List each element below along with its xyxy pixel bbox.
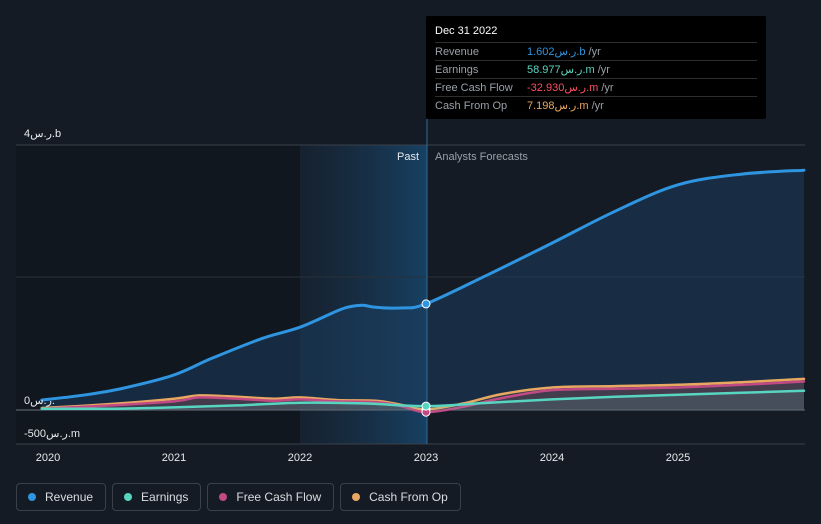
earnings-area bbox=[41, 390, 804, 410]
tooltip-value-free-cash-flow: -32.930ر.س.m bbox=[527, 82, 599, 94]
legend-item-earnings[interactable]: Earnings bbox=[112, 483, 202, 511]
legend-label: Earnings bbox=[141, 490, 189, 504]
legend: Revenue Earnings Free Cash Flow Cash Fro… bbox=[16, 483, 461, 511]
tooltip-unit: /yr bbox=[588, 45, 601, 58]
legend-label: Revenue bbox=[45, 490, 94, 504]
tooltip-row-free-cash-flow: Free Cash Flow -32.930ر.س.m /yr bbox=[435, 78, 757, 96]
tooltip-label: Earnings bbox=[435, 63, 479, 76]
earnings-marker bbox=[421, 401, 431, 411]
x-tick-label: 2021 bbox=[162, 452, 186, 464]
x-tick-label: 2024 bbox=[540, 452, 564, 464]
forecast-label: Analysts Forecasts bbox=[435, 151, 528, 163]
tooltip-value-revenue: 1.602ر.س.b bbox=[527, 46, 586, 58]
legend-dot-icon bbox=[28, 493, 36, 501]
tooltip-label: Free Cash Flow bbox=[435, 81, 513, 94]
tooltip-value-earnings: 58.977ر.س.m bbox=[527, 64, 595, 76]
tooltip-label: Revenue bbox=[435, 45, 480, 58]
legend-label: Free Cash Flow bbox=[236, 490, 322, 504]
legend-label: Cash From Op bbox=[369, 490, 448, 504]
tooltip-row-earnings: Earnings 58.977ر.س.m /yr bbox=[435, 60, 757, 78]
legend-item-revenue[interactable]: Revenue bbox=[16, 483, 107, 511]
tooltip-unit: /yr bbox=[601, 81, 614, 94]
tooltip-unit: /yr bbox=[591, 99, 604, 112]
legend-dot-icon bbox=[352, 493, 361, 501]
legend-item-free-cash-flow[interactable]: Free Cash Flow bbox=[207, 483, 335, 511]
tooltip: Dec 31 2022 Revenue 1.602ر.س.b /yr Earni… bbox=[426, 16, 766, 119]
revenue-line bbox=[40, 168, 806, 402]
x-tick-label: 2023 bbox=[414, 452, 438, 464]
x-tick-label: 2022 bbox=[288, 452, 312, 464]
y-label-bottom: -500ر.س.m bbox=[24, 428, 80, 440]
revenue-marker bbox=[421, 299, 431, 309]
cash-from-op-line bbox=[40, 377, 806, 411]
tooltip-date: Dec 31 2022 bbox=[435, 25, 498, 37]
tooltip-row-revenue: Revenue 1.602ر.س.b /yr bbox=[435, 42, 757, 60]
legend-dot-icon bbox=[219, 493, 228, 501]
tooltip-label: Cash From Op bbox=[435, 99, 508, 112]
tooltip-unit: /yr bbox=[597, 63, 610, 76]
legend-item-cash-from-op[interactable]: Cash From Op bbox=[340, 483, 461, 511]
tooltip-row-cash-from-op: Cash From Op 7.198ر.س.m /yr bbox=[435, 96, 757, 114]
y-label-zero: 0ر.س. bbox=[24, 395, 55, 407]
legend-dot-icon bbox=[124, 493, 133, 501]
x-tick-label: 2025 bbox=[666, 452, 690, 464]
tooltip-value-cash-from-op: 7.198ر.س.m bbox=[527, 100, 589, 112]
past-label: Past bbox=[397, 151, 419, 163]
y-label-top: 4ر.س.b bbox=[24, 128, 61, 140]
x-tick-label: 2020 bbox=[36, 452, 60, 464]
